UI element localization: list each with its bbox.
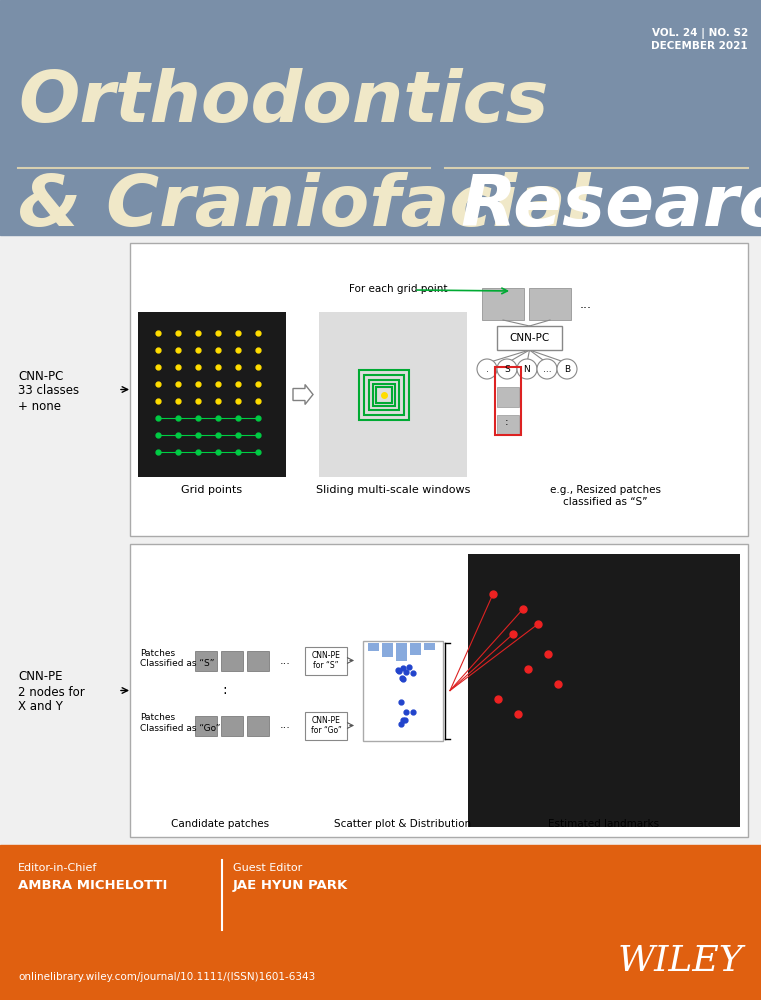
Text: Scatter plot & Distribution: Scatter plot & Distribution (334, 819, 472, 829)
Bar (0, 845, 761, 1000)
Text: Estimated landmarks: Estimated landmarks (549, 819, 660, 829)
Text: ...: ... (580, 298, 592, 310)
Bar (363, 641, 443, 740)
Bar (368, 643, 379, 650)
Circle shape (537, 359, 557, 379)
Text: CNN-PC: CNN-PC (509, 333, 549, 343)
Bar (138, 312, 286, 477)
Text: N: N (524, 364, 530, 373)
Text: AMBRA MICHELOTTI: AMBRA MICHELOTTI (18, 879, 167, 892)
Bar (0, 0, 761, 235)
Circle shape (497, 359, 517, 379)
Text: CNN-PE
for “S”: CNN-PE for “S” (311, 651, 340, 670)
Bar (195, 650, 217, 670)
Circle shape (477, 359, 497, 379)
Bar (247, 650, 269, 670)
Text: VOL. 24 | NO. S2
DECEMBER 2021: VOL. 24 | NO. S2 DECEMBER 2021 (651, 28, 748, 51)
Bar (130, 243, 748, 536)
Text: Sliding multi-scale windows: Sliding multi-scale windows (316, 485, 470, 495)
Text: Editor-in-Chief: Editor-in-Chief (18, 863, 97, 873)
Bar (497, 326, 562, 350)
Text: & Craniofacial: & Craniofacial (18, 172, 591, 241)
Text: Grid points: Grid points (181, 485, 243, 495)
Text: S: S (504, 364, 510, 373)
Polygon shape (293, 384, 313, 404)
Text: JAE HYUN PARK: JAE HYUN PARK (233, 879, 349, 892)
Bar (468, 554, 740, 827)
Bar (195, 716, 217, 736)
Bar (221, 650, 243, 670)
Bar (495, 367, 521, 435)
Bar (497, 387, 519, 407)
Bar (382, 643, 393, 656)
Text: :: : (223, 684, 228, 698)
Text: CNN-PE
2 nodes for
X and Y: CNN-PE 2 nodes for X and Y (18, 670, 84, 714)
Circle shape (557, 359, 577, 379)
Text: .: . (486, 364, 489, 373)
Text: Orthodontics: Orthodontics (18, 68, 549, 137)
Text: Guest Editor: Guest Editor (233, 863, 302, 873)
Bar (130, 544, 748, 837)
Text: :: : (505, 417, 509, 427)
Text: ...: ... (280, 656, 291, 666)
Text: Research: Research (436, 172, 761, 241)
Bar (410, 643, 421, 654)
Circle shape (517, 359, 537, 379)
Text: Patches
Classified as “Go”: Patches Classified as “Go” (140, 714, 221, 733)
Bar (319, 312, 467, 477)
Bar (247, 716, 269, 736)
Text: CNN-PE
for “Go”: CNN-PE for “Go” (310, 716, 342, 735)
Bar (305, 647, 347, 674)
Text: Candidate patches: Candidate patches (171, 819, 269, 829)
Text: Patches
Classified as “S”: Patches Classified as “S” (140, 648, 215, 668)
Text: For each grid point: For each grid point (349, 284, 447, 294)
Text: WILEY: WILEY (617, 944, 743, 978)
Bar (221, 716, 243, 736)
Text: B: B (564, 364, 570, 373)
Bar (396, 643, 407, 660)
Bar (497, 415, 519, 435)
Bar (305, 712, 347, 740)
Text: ...: ... (280, 720, 291, 730)
Text: onlinelibrary.wiley.com/journal/10.1111/(ISSN)1601-6343: onlinelibrary.wiley.com/journal/10.1111/… (18, 972, 315, 982)
Bar (482, 288, 524, 320)
Text: e.g., Resized patches
classified as “S”: e.g., Resized patches classified as “S” (549, 485, 661, 507)
Text: CNN-PC
33 classes
+ none: CNN-PC 33 classes + none (18, 369, 79, 412)
Bar (424, 643, 435, 650)
Text: ...: ... (543, 364, 551, 373)
Bar (529, 288, 571, 320)
